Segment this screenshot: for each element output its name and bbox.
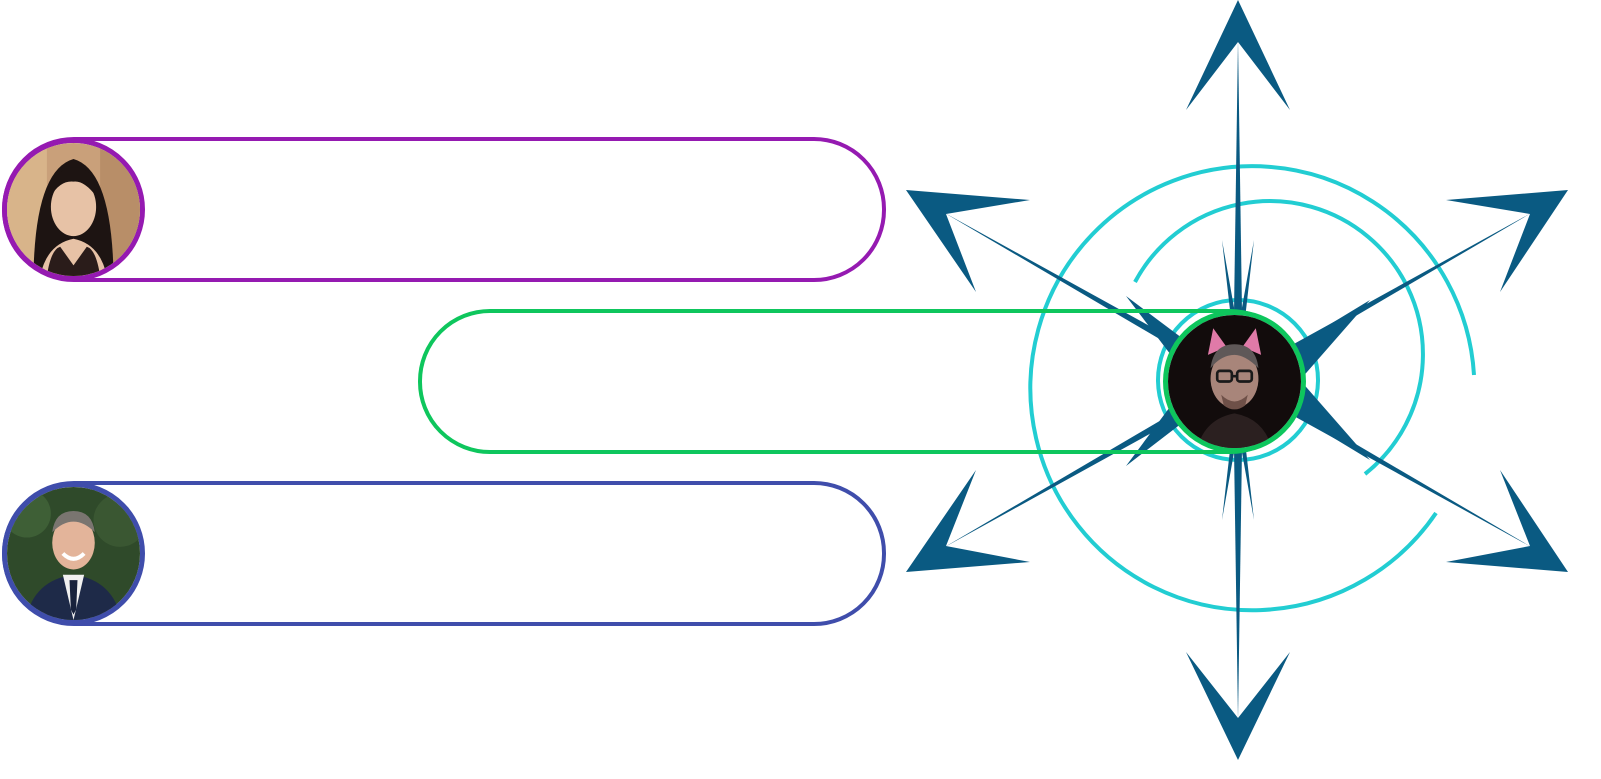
- compass-inner-ring: [1133, 199, 1425, 476]
- man-in-suit-portrait-avatar: [2, 482, 145, 625]
- woman-portrait-avatar: [2, 138, 145, 281]
- man-with-cat-ears-glasses-avatar: [1163, 310, 1306, 453]
- compass-outer-ring: [1028, 164, 1476, 613]
- compass-north-arrowhead: [1186, 0, 1290, 110]
- compass-ne-arrowhead: [1446, 190, 1568, 292]
- compass-sw-arrowhead: [906, 470, 1030, 572]
- compass-se-arrowhead: [1446, 470, 1568, 572]
- compass-nw-arrowhead: [906, 190, 1030, 292]
- compass-south-point: [1233, 380, 1243, 720]
- compass-south-arrowhead: [1186, 652, 1290, 760]
- compass-north-point: [1233, 40, 1243, 380]
